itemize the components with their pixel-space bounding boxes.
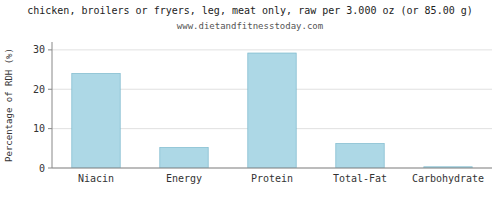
grid-line <box>52 49 492 50</box>
page: {"chart_data": {"type": "bar", "title": … <box>0 0 500 200</box>
bar <box>72 74 120 169</box>
y-axis-label: Percentage of RDH (%) <box>4 48 14 162</box>
y-tick <box>48 168 52 169</box>
x-tick-label: Carbohydrate <box>412 173 484 184</box>
y-tick-label: 10 <box>33 123 45 134</box>
x-tick-label: Protein <box>251 173 293 184</box>
bar <box>160 148 208 168</box>
y-tick <box>48 89 52 90</box>
chart: chicken, broilers or fryers, leg, meat o… <box>0 0 500 200</box>
bars <box>72 53 472 168</box>
chart-container: chicken, broilers or fryers, leg, meat o… <box>0 0 500 200</box>
bar <box>248 53 296 168</box>
x-tick-label: Niacin <box>78 173 114 184</box>
y-tick <box>48 49 52 50</box>
title: chicken, broilers or fryers, leg, meat o… <box>27 5 473 16</box>
y-axis-line <box>52 42 53 168</box>
y-tick-label: 20 <box>33 84 45 95</box>
grid-line <box>52 168 492 169</box>
bar <box>336 144 384 168</box>
y-tick-label: 0 <box>39 163 45 174</box>
y-tick-label: 30 <box>33 44 45 55</box>
y-tick <box>48 128 52 129</box>
subtitle: www.dietandfitnesstoday.com <box>177 21 323 31</box>
x-axis: Niacin Energy Protein Total-Fat Carbohydrate <box>78 173 484 184</box>
x-axis-line <box>52 168 492 169</box>
x-tick-label: Total-Fat <box>333 173 387 184</box>
x-tick-label: Energy <box>166 173 202 184</box>
y-axis: 0 10 20 30 <box>33 44 492 173</box>
